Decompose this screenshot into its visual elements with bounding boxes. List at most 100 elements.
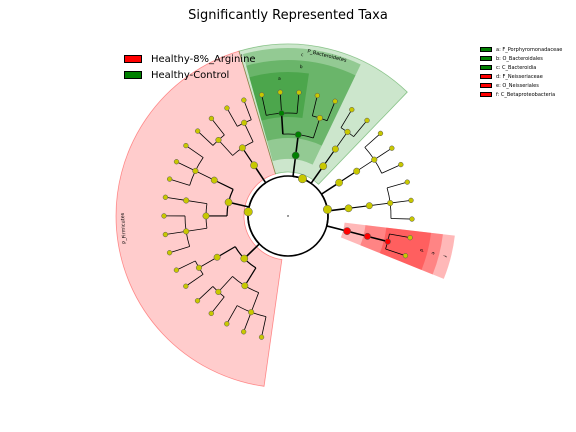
taxon-node — [389, 145, 395, 151]
clade-shade — [246, 60, 356, 146]
taxon-node — [195, 264, 203, 271]
taxon-node — [161, 213, 167, 219]
branch-line — [364, 133, 381, 148]
phylum-shade — [238, 43, 408, 185]
branch-line — [374, 147, 393, 161]
taxon-node — [183, 197, 190, 204]
clade-legend: a: F_Porphyromonadaceae b: O_Bacteroidal… — [480, 45, 562, 99]
taxon-node — [224, 321, 230, 327]
taxon-node — [183, 142, 189, 149]
clade-legend-item: a: F_Porphyromonadaceae — [480, 45, 562, 54]
taxon-node — [166, 176, 173, 182]
branch-line — [186, 227, 207, 232]
branch-line — [244, 267, 257, 287]
clade-legend-item: f: C_Betaproteobacteria — [480, 90, 562, 99]
branch-line — [340, 109, 353, 128]
taxon-node — [162, 194, 169, 200]
legend-item-arginine: Healthy-8%_Arginine — [124, 51, 256, 67]
taxon-node — [183, 228, 190, 235]
taxon-node — [314, 92, 320, 99]
branch-line — [385, 248, 406, 257]
taxon-node — [248, 309, 255, 316]
clade-swatch — [480, 83, 492, 88]
taxon-node — [208, 310, 214, 317]
legend-label-control: Healthy-Control — [151, 69, 230, 81]
branch-line — [226, 107, 238, 127]
taxon-node — [173, 267, 180, 273]
taxon-node — [166, 250, 173, 256]
branch-line — [356, 159, 375, 172]
clade-letter: e — [430, 251, 436, 255]
taxon-node — [365, 202, 373, 210]
taxon-node — [241, 282, 249, 290]
taxon-node — [402, 253, 409, 259]
taxon-node — [173, 159, 180, 165]
clade-legend-label: c: C_Bacteroidia — [496, 64, 537, 71]
taxon-node — [202, 212, 210, 220]
legend-item-control: Healthy-Control — [124, 67, 256, 83]
branch-line — [261, 316, 267, 338]
taxon-node — [238, 144, 246, 152]
clade-legend-item: b: O_Bacteroidales — [480, 54, 562, 63]
clade-legend-label: f: C_Betaproteobacteria — [496, 91, 556, 98]
taxon-node — [323, 205, 332, 214]
taxon-node — [259, 92, 265, 98]
clade-node — [384, 238, 391, 245]
branch-line — [214, 179, 234, 190]
taxon-node — [335, 178, 343, 187]
taxon-node — [224, 198, 233, 207]
clade-legend-label: b: O_Bacteroidales — [496, 55, 543, 62]
taxon-node — [398, 161, 404, 168]
clade-legend-label: e: O_Neisseriales — [496, 82, 539, 89]
branch-line — [198, 256, 218, 269]
taxon-node — [192, 167, 199, 174]
legend-label-arginine: Healthy-8%_Arginine — [151, 53, 256, 65]
taxon-node — [183, 283, 189, 289]
branch-line — [261, 94, 267, 116]
taxon-node — [215, 136, 222, 144]
clade-shade — [242, 48, 361, 165]
clade-swatch — [480, 92, 492, 97]
clade-swatch — [480, 65, 492, 70]
clade-node — [278, 110, 285, 117]
phylum-label: P_Firmicutes — [120, 212, 128, 244]
branch-line — [381, 164, 402, 174]
branch-line — [195, 170, 215, 181]
clade-node — [291, 151, 300, 160]
taxon-node — [377, 130, 384, 137]
branch-line — [279, 92, 282, 114]
branch-line — [386, 181, 408, 189]
taxon-node — [407, 234, 413, 241]
clade-shade — [360, 225, 443, 275]
clade-letter: f — [441, 255, 447, 258]
clade-swatch — [480, 47, 492, 52]
branch-line — [250, 292, 260, 313]
taxon-node — [215, 288, 222, 295]
clade-node — [343, 227, 351, 235]
taxon-node — [364, 117, 370, 124]
phylum-shade — [115, 50, 283, 387]
clade-swatch — [480, 56, 492, 61]
branch-line — [165, 196, 187, 201]
clade-letter: a — [278, 77, 281, 82]
branch-line — [353, 120, 368, 137]
branch-line — [280, 113, 284, 135]
clade-legend-item: c: C_Bacteroidia — [480, 63, 562, 72]
taxon-node — [208, 115, 215, 122]
taxon-node — [241, 329, 247, 335]
taxon-node — [344, 204, 353, 213]
branch-line — [326, 101, 336, 121]
clade-legend-label: d: F_Neisseriaceae — [496, 73, 543, 80]
branch-line — [390, 218, 412, 220]
taxon-node — [213, 253, 221, 261]
branch-line — [389, 233, 411, 239]
branch-line — [243, 312, 252, 332]
taxon-node — [349, 107, 355, 113]
taxon-node — [162, 231, 169, 238]
taxon-node — [344, 128, 351, 135]
chart-title: Significantly Represented Taxa — [188, 8, 388, 23]
clade-node — [294, 131, 302, 139]
clade-shade — [379, 227, 432, 270]
branch-line — [211, 118, 225, 136]
taxon-node — [404, 179, 410, 185]
